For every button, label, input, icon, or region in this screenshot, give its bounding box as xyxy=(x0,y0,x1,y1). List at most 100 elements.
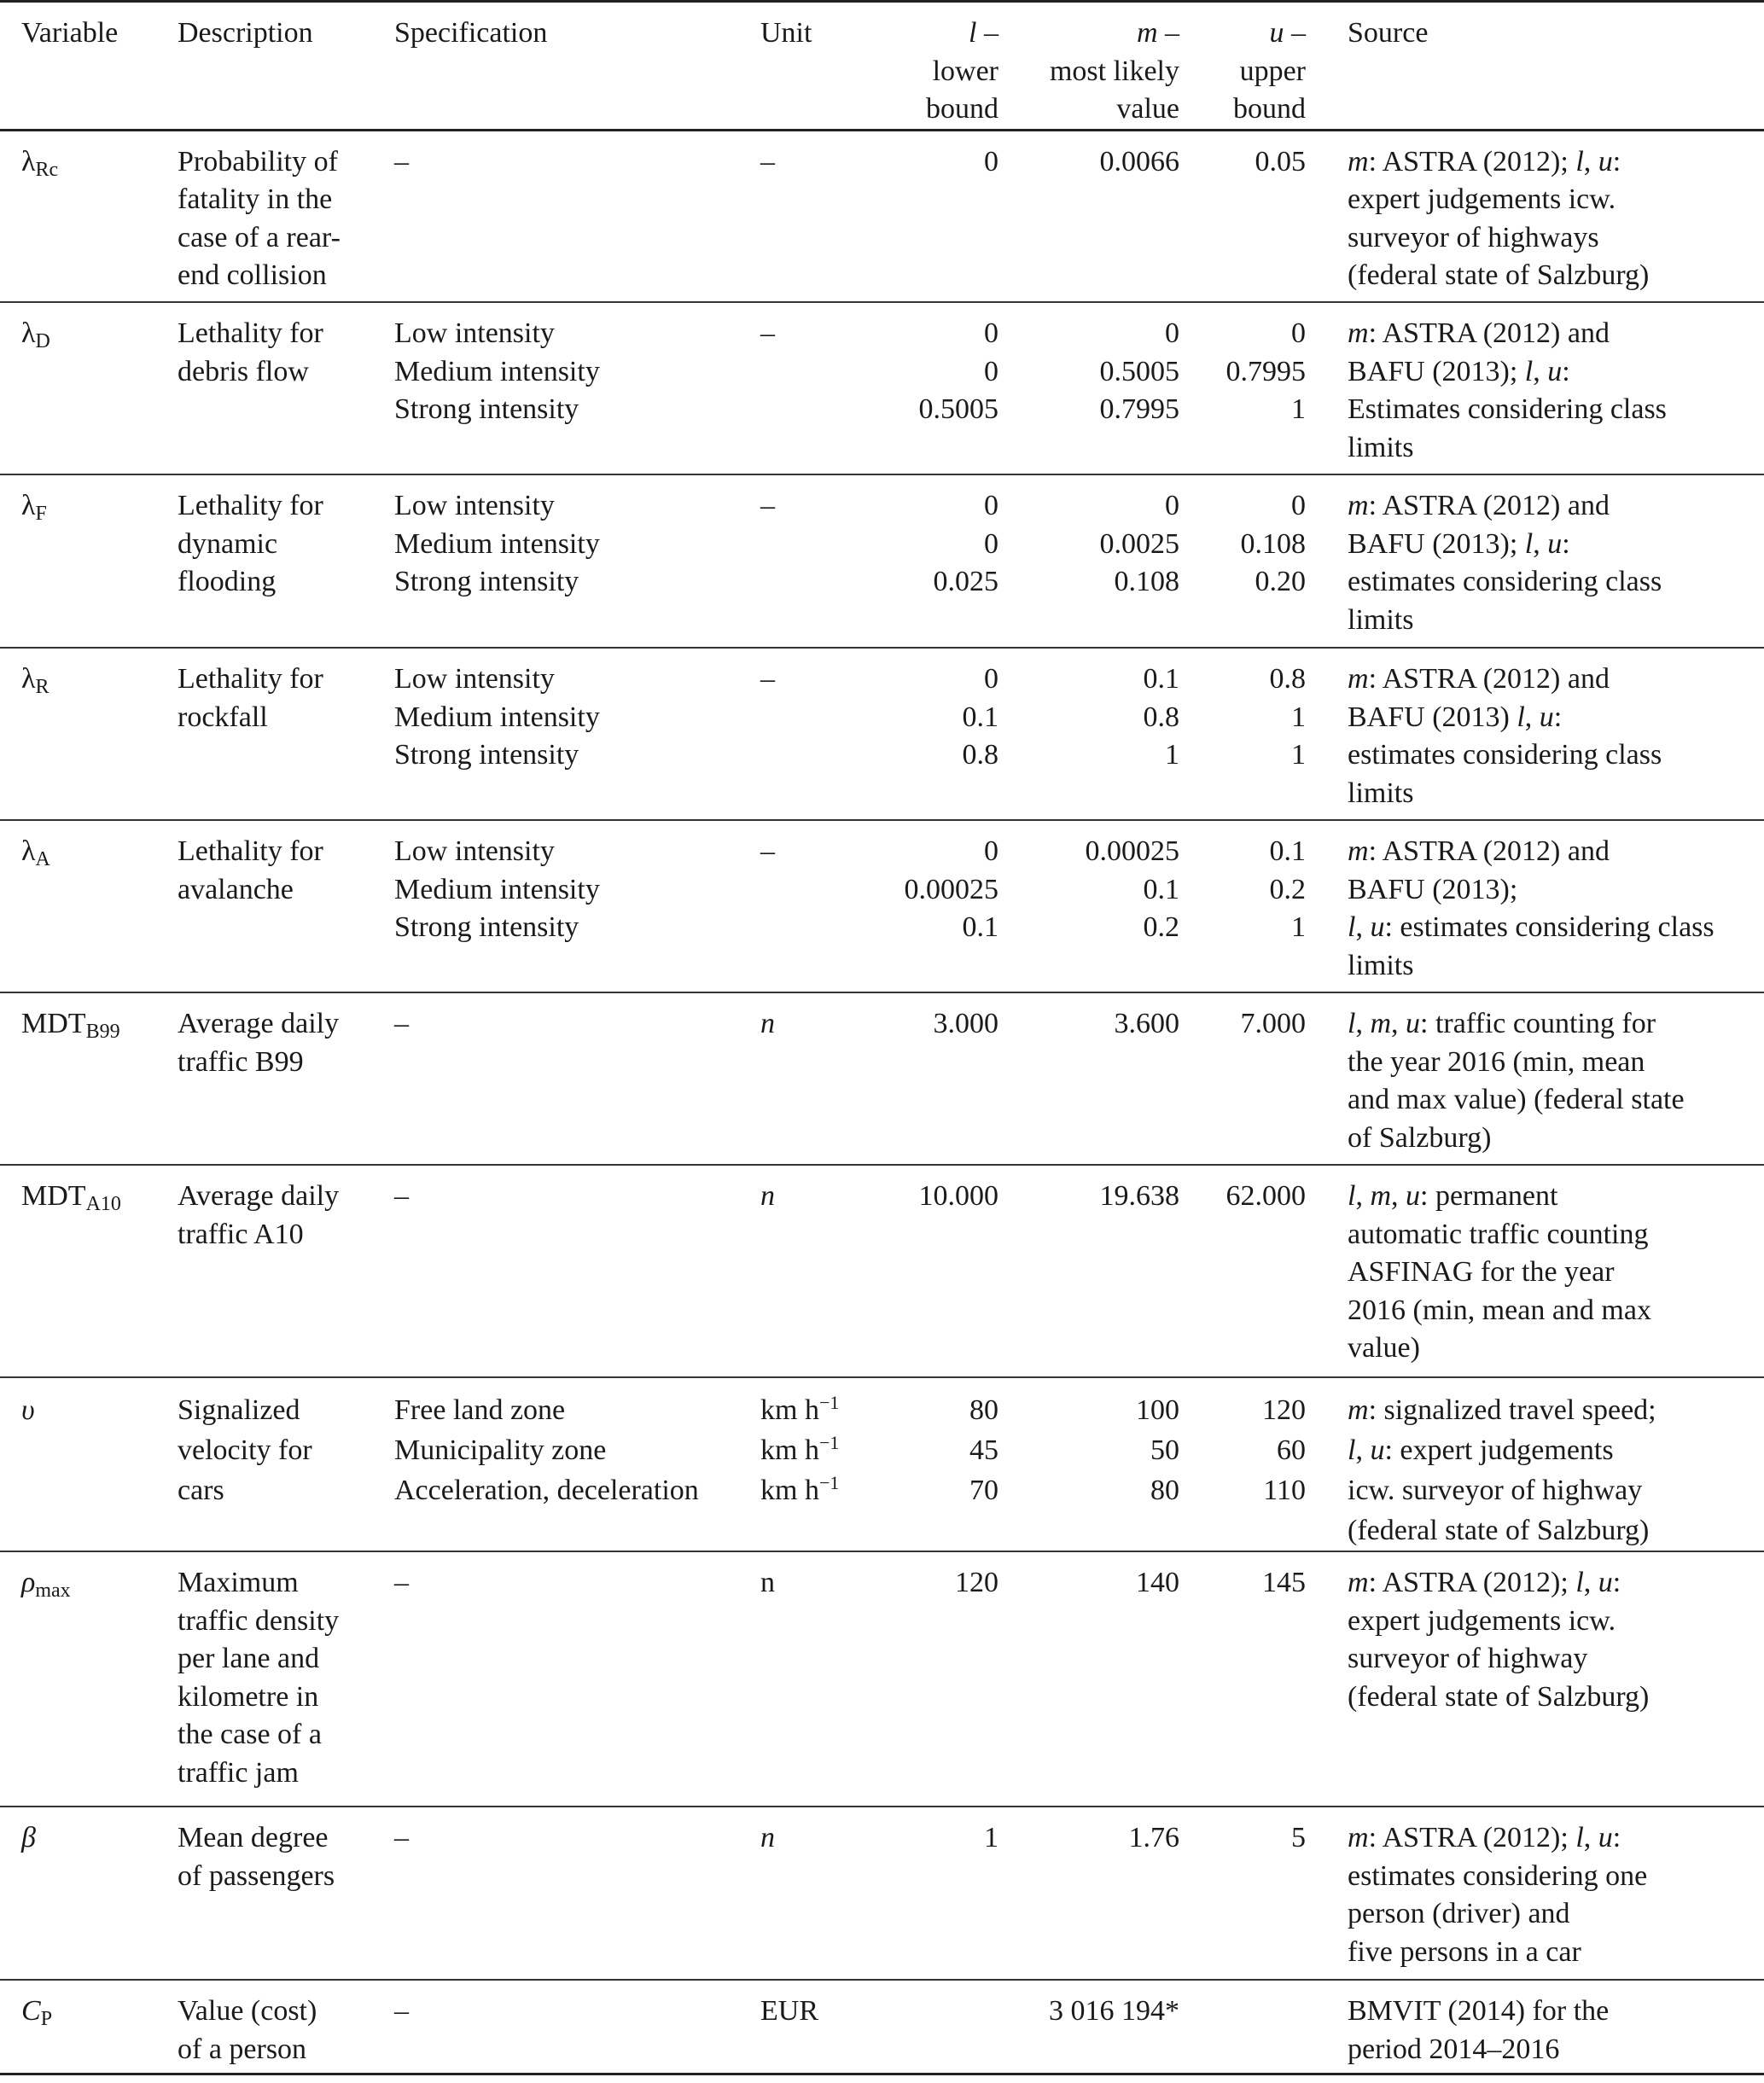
specification-cell: – xyxy=(394,1980,760,2074)
cell-text: icw. surveyor of highway xyxy=(1348,1475,1643,1506)
lower-bound-cell: 0 0 0.025 xyxy=(896,474,999,648)
cell-text: 3.000 xyxy=(933,1008,999,1039)
cell-text: Maximum xyxy=(178,1567,299,1598)
description-cell: Description xyxy=(178,2,394,131)
cell-text: Acceleration, deceleration xyxy=(394,1475,699,1506)
cell-text: : xyxy=(1562,527,1570,560)
lower-bound-cell: 80 45 70 xyxy=(896,1377,998,1551)
cell-text: λ xyxy=(21,835,36,867)
cell-text: – xyxy=(394,1995,409,2027)
cell-text: kilometre in xyxy=(178,1680,319,1713)
cell-text: m xyxy=(1370,1180,1392,1212)
cell-text: five persons in a car xyxy=(1348,1935,1581,1968)
unit-cell: n xyxy=(760,992,896,1165)
cell-text: l xyxy=(1524,355,1534,387)
cell-text: : ASTRA (2012) and xyxy=(1368,663,1610,695)
cell-text: 0 xyxy=(984,317,998,349)
cell-text: Unit xyxy=(760,17,812,49)
cell-text: : ASTRA (2012); xyxy=(1368,1822,1576,1853)
cell-text: rockfall xyxy=(178,701,268,733)
cell-text: υ xyxy=(21,1394,35,1426)
lower-bound-cell: 1 xyxy=(896,1807,998,1980)
cell-text: , xyxy=(1355,1008,1371,1039)
cell-text: limits xyxy=(1348,603,1414,636)
most-likely-value-cell: 3 016 194* xyxy=(998,1980,1179,2074)
cell-text: : permanent xyxy=(1420,1180,1558,1212)
cell-text: max xyxy=(35,1580,71,1602)
cell-text: Strong intensity xyxy=(394,393,579,425)
cell-text: traffic density xyxy=(178,1604,340,1637)
cell-text: limits xyxy=(1348,777,1414,809)
variable-cell: Variable xyxy=(0,2,178,131)
table-row: υ Signalized velocity for cars Free land zon… xyxy=(0,1377,1764,1551)
description-cell: Lethality for rockfall xyxy=(178,648,394,820)
cell-text: u xyxy=(1547,527,1563,560)
cell-text: λ xyxy=(21,490,36,521)
specification-cell: – xyxy=(394,1165,760,1377)
cell-text: 3.600 xyxy=(1114,1008,1180,1039)
cell-text: flooding xyxy=(178,566,277,597)
cell-text: : ASTRA (2012); xyxy=(1368,1567,1576,1598)
cell-text: B99 xyxy=(85,1021,120,1043)
variable-cell: λD xyxy=(0,302,178,474)
cell-text: l xyxy=(1575,1822,1584,1853)
variable-cell: υ xyxy=(0,1377,178,1551)
cell-text: limits xyxy=(1348,949,1414,981)
cell-text: u xyxy=(1406,1008,1421,1039)
source-cell: m: signalized travel speed; l, u: expert … xyxy=(1306,1377,1764,1551)
cell-text: Signalized xyxy=(178,1394,300,1426)
cell-text: m xyxy=(1348,490,1369,521)
cell-text: , xyxy=(1583,1822,1598,1853)
cell-text: Description xyxy=(178,17,313,49)
cell-text: traffic jam xyxy=(178,1756,299,1789)
upper-bound-cell: 120 60 110 xyxy=(1179,1377,1306,1551)
cell-text: −1 xyxy=(818,1432,840,1453)
cell-text: Probability of xyxy=(178,145,338,177)
cell-text: 0.1 xyxy=(962,701,999,733)
cell-text: MDT xyxy=(21,1008,86,1039)
cell-text: , xyxy=(1533,355,1548,387)
cell-text: Mean degree xyxy=(178,1822,329,1853)
source-cell: Source xyxy=(1306,2,1764,131)
cell-text: surveyor of highways xyxy=(1348,221,1599,253)
cell-text: 2016 (min, mean and max xyxy=(1348,1294,1651,1326)
cell-text: Low intensity xyxy=(394,663,555,695)
table-row: λD Lethality for debris flow Low intensity M… xyxy=(0,302,1764,474)
source-cell: m: ASTRA (2012) and BAFU (2013) l, u: esti… xyxy=(1306,648,1764,820)
upper-bound-cell: 62.000 xyxy=(1179,1165,1307,1377)
cell-text: : ASTRA (2012) and xyxy=(1368,317,1610,349)
cell-text: u xyxy=(1598,145,1613,177)
cell-text: 140 xyxy=(1136,1567,1179,1598)
cell-text: m xyxy=(1348,835,1369,867)
cell-text: 7.000 xyxy=(1240,1008,1307,1039)
cell-text: surveyor of highway xyxy=(1348,1643,1588,1674)
cell-text: m xyxy=(1348,317,1369,349)
cell-text: 1 xyxy=(984,1822,998,1853)
cell-text: BAFU (2013); xyxy=(1348,873,1518,905)
cell-text: traffic B99 xyxy=(178,1045,304,1078)
cell-text: of Salzburg) xyxy=(1348,1121,1492,1154)
most-likely-value-cell: m – most likely value xyxy=(998,2,1179,131)
cell-text: 0.7995 xyxy=(1099,393,1180,425)
lower-bound-cell xyxy=(896,1980,998,2074)
cell-text: traffic A10 xyxy=(178,1218,304,1250)
description-cell: Value (cost) of a person xyxy=(178,1980,394,2074)
source-cell: m: ASTRA (2012); l, u: expert judgements … xyxy=(1306,130,1764,302)
cell-text: – xyxy=(394,145,409,177)
unit-cell: n xyxy=(760,1551,896,1807)
cell-text: 145 xyxy=(1262,1567,1306,1598)
cell-text: β xyxy=(21,1822,36,1853)
cell-text: 10.000 xyxy=(918,1180,999,1212)
lower-bound-cell: 0 0 0.5005 xyxy=(896,302,999,474)
upper-bound-cell: 5 xyxy=(1179,1807,1306,1980)
description-cell: Lethality for dynamic flooding xyxy=(178,474,394,648)
cell-text: 19.638 xyxy=(1099,1180,1180,1212)
cell-text: the year 2016 (min, mean xyxy=(1348,1045,1645,1078)
cell-text: l xyxy=(1517,701,1525,733)
cell-text: estimates considering one xyxy=(1348,1859,1648,1892)
cell-text: – xyxy=(1284,17,1306,49)
variable-cell: MDTA10 xyxy=(0,1165,178,1377)
cell-text: 0.1 xyxy=(1143,663,1180,695)
cell-text: km h xyxy=(760,1394,819,1426)
description-cell: Probability of fatality in the case of a r… xyxy=(178,130,394,302)
